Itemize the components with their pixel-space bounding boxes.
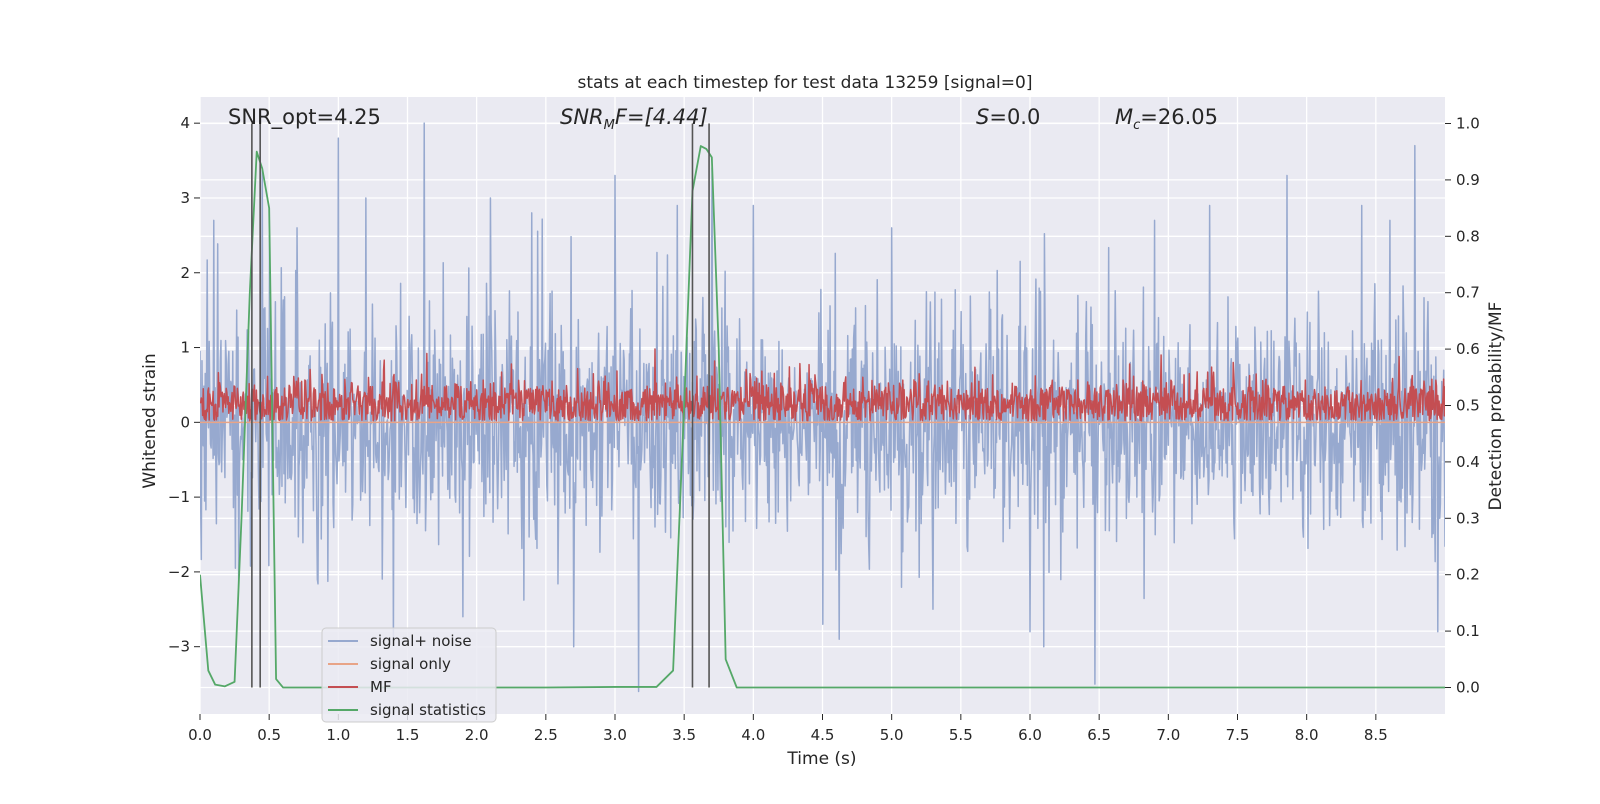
x-tick-label: 0.5 bbox=[257, 726, 281, 744]
left-tick-label: −2 bbox=[168, 563, 190, 581]
mc-value: =26.05 bbox=[1140, 105, 1218, 129]
series-mf bbox=[200, 348, 1445, 422]
x-tick-label: 6.5 bbox=[1087, 726, 1111, 744]
x-tick-label: 3.5 bbox=[672, 726, 696, 744]
x-tick-label: 7.5 bbox=[1226, 726, 1250, 744]
series-layer bbox=[200, 122, 1445, 693]
right-tick-label: 0.2 bbox=[1456, 566, 1480, 584]
legend-label: signal statistics bbox=[370, 701, 486, 719]
snr-mf-name: SNR bbox=[560, 105, 604, 129]
right-tick-label: 1.0 bbox=[1456, 115, 1480, 133]
s-annotation: S=0.0 bbox=[976, 105, 1040, 129]
snr-mf-annotation: SNRMF=[4.44] bbox=[560, 105, 708, 133]
x-tick-label: 0.0 bbox=[188, 726, 212, 744]
right-tick-label: 0.1 bbox=[1456, 622, 1480, 640]
left-tick-label: 3 bbox=[180, 189, 190, 207]
mc-annotation: Mc=26.05 bbox=[1115, 105, 1218, 133]
left-tick-label: 2 bbox=[180, 264, 190, 282]
snr-mf-value: F=[4.44] bbox=[615, 105, 708, 129]
x-axis: 0.0 0.5 1.0 1.5 2.0 2.5 3.0 3.5 4.0 4.5 5.0 5.5 6.0 6… bbox=[188, 714, 1388, 744]
right-tick-label: 0.4 bbox=[1456, 453, 1480, 471]
legend-label: signal+ noise bbox=[370, 632, 472, 650]
snr-opt-annotation: SNR_opt=4.25 bbox=[228, 105, 381, 130]
x-tick-label: 2.0 bbox=[465, 726, 489, 744]
x-tick-label: 5.0 bbox=[880, 726, 904, 744]
series-group bbox=[200, 122, 1445, 693]
left-tick-label: −3 bbox=[168, 638, 190, 656]
x-tick-label: 7.0 bbox=[1156, 726, 1180, 744]
right-tick-label: 0.0 bbox=[1456, 678, 1480, 696]
right-tick-label: 0.5 bbox=[1456, 397, 1480, 415]
s-name: S bbox=[976, 105, 989, 129]
right-tick-label: 0.3 bbox=[1456, 509, 1480, 527]
mc-name: M bbox=[1115, 105, 1133, 129]
right-y-axis: 1.0 0.9 0.8 0.7 0.6 0.5 0.4 0.3 0.2 0.1 0.0 bbox=[1445, 115, 1480, 696]
x-tick-label: 6.0 bbox=[1018, 726, 1042, 744]
x-tick-label: 1.5 bbox=[396, 726, 420, 744]
legend: signal+ noise signal only MF signal statist… bbox=[321, 627, 497, 723]
snr-mf-subscript: M bbox=[604, 118, 615, 133]
right-tick-label: 0.9 bbox=[1456, 171, 1480, 189]
left-tick-label: 0 bbox=[180, 413, 190, 431]
x-tick-label: 5.5 bbox=[949, 726, 973, 744]
left-tick-label: 4 bbox=[180, 114, 190, 132]
series-signal-statistics bbox=[200, 145, 1445, 689]
right-tick-label: 0.8 bbox=[1456, 227, 1480, 245]
right-axis-title: Detection probability/MF bbox=[1486, 302, 1506, 511]
chart-title: stats at each timestep for test data 132… bbox=[578, 73, 1033, 93]
x-axis-title: Time (s) bbox=[786, 749, 856, 769]
left-tick-label: 1 bbox=[180, 339, 190, 357]
x-tick-label: 2.5 bbox=[534, 726, 558, 744]
legend-box bbox=[321, 627, 497, 723]
left-axis-title: Whitened strain bbox=[140, 353, 160, 488]
legend-label: MF bbox=[370, 678, 392, 696]
s-value: =0.0 bbox=[989, 105, 1040, 129]
x-tick-label: 8.5 bbox=[1364, 726, 1388, 744]
x-tick-label: 4.0 bbox=[741, 726, 765, 744]
x-tick-label: 8.0 bbox=[1295, 726, 1319, 744]
left-y-axis: 4 3 2 1 0 −1 −2 −3 bbox=[168, 114, 200, 656]
x-tick-label: 1.0 bbox=[326, 726, 350, 744]
mc-subscript: c bbox=[1133, 118, 1140, 133]
legend-label: signal only bbox=[370, 655, 451, 673]
right-tick-label: 0.6 bbox=[1456, 340, 1480, 358]
vertical-markers bbox=[251, 123, 710, 688]
right-tick-label: 0.7 bbox=[1456, 284, 1480, 302]
x-tick-label: 4.5 bbox=[811, 726, 835, 744]
left-tick-label: −1 bbox=[168, 488, 190, 506]
x-tick-label: 3.0 bbox=[603, 726, 627, 744]
series-signal-noise bbox=[200, 122, 1445, 693]
